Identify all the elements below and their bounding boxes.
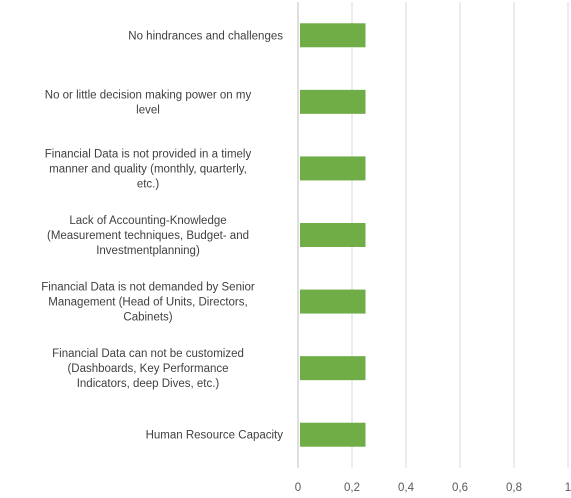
bar: [300, 289, 366, 314]
x-tick-label: 0,8: [506, 482, 522, 494]
gridlines: [297, 2, 569, 468]
bar: [300, 223, 366, 247]
category-label: Financial Data is not provided in a time…: [45, 148, 252, 190]
x-tick-label: 0: [295, 482, 301, 494]
bar: [300, 156, 366, 181]
category-label: No hindrances and challenges: [128, 30, 283, 42]
x-tick-labels: 0 0,2 0,4 0,6 0,8 1: [295, 482, 571, 494]
bar: [300, 422, 366, 447]
x-tick-label: 1: [565, 482, 571, 494]
category-label: No or little decision making power on my…: [45, 89, 252, 116]
x-tick-label: 0,2: [344, 482, 360, 494]
bar: [300, 23, 366, 48]
bar: [300, 356, 366, 381]
x-tick-label: 0,6: [452, 482, 468, 494]
bars: [300, 23, 366, 447]
x-tick-label: 0,4: [398, 482, 415, 494]
bar: [300, 89, 366, 114]
category-label: Financial Data can not be customized (Das…: [52, 348, 244, 390]
category-labels: No hindrances and challenges No or little…: [41, 30, 283, 441]
category-label: Lack of Accounting-Knowledge (Measurement…: [47, 215, 249, 257]
category-label: Human Resource Capacity: [146, 430, 284, 442]
category-label: Financial Data is not demanded by Senior…: [41, 282, 255, 324]
